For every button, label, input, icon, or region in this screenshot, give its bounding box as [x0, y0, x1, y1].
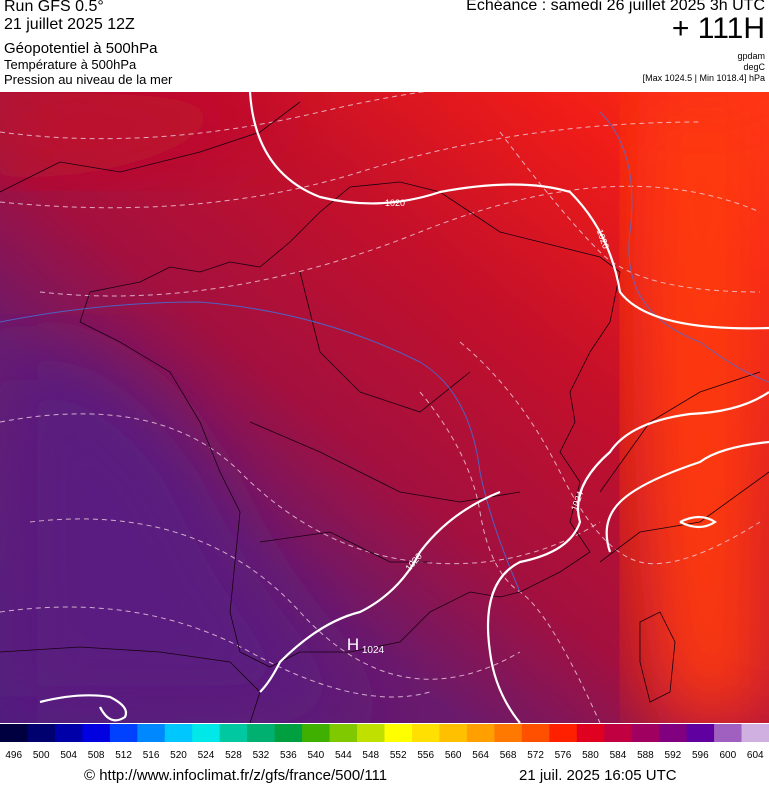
color-swatch — [494, 724, 523, 742]
color-swatch — [302, 724, 331, 742]
high-pressure-value: 1024 — [362, 645, 385, 656]
unit-label: degC — [743, 62, 765, 72]
layer-label: Géopotentiel à 500hPa — [4, 40, 158, 57]
temperature-contours — [0, 92, 761, 723]
color-scale-label: 580 — [582, 750, 599, 761]
color-scale-label: 596 — [692, 750, 709, 761]
color-scale-label: 564 — [472, 750, 489, 761]
color-scale-label: 572 — [527, 750, 544, 761]
color-swatch — [439, 724, 468, 742]
color-scale-label: 508 — [88, 750, 105, 761]
color-swatch — [604, 724, 633, 742]
color-swatch — [82, 724, 111, 742]
color-scale-label: 556 — [417, 750, 434, 761]
color-swatch — [466, 724, 495, 742]
color-scale-label: 552 — [390, 750, 407, 761]
color-scale-label: 504 — [60, 750, 77, 761]
isobars — [39, 92, 769, 723]
color-scale: 496 500 504 508 512 516 520 524 528 532 536 540 544 5… — [0, 724, 769, 761]
color-scale-label: 512 — [115, 750, 132, 761]
color-scale-label: 576 — [555, 750, 572, 761]
color-scale-label: 600 — [719, 750, 736, 761]
generated-time: 21 juil. 2025 16:05 UTC — [519, 767, 677, 784]
color-swatch — [109, 724, 138, 742]
run-title: Run GFS 0.5° — [4, 0, 104, 15]
color-scale-label: 516 — [143, 750, 160, 761]
north-area — [0, 92, 300, 182]
warm-area — [633, 92, 769, 723]
color-swatch — [54, 724, 83, 742]
zero-isotherm — [0, 301, 521, 593]
lead-time: + 111H — [671, 12, 765, 45]
coastlines — [0, 101, 769, 723]
color-swatch — [27, 724, 56, 742]
color-scale-label: 592 — [665, 750, 682, 761]
color-scale-label: 540 — [307, 750, 324, 761]
color-swatch — [0, 724, 28, 742]
color-swatch — [219, 724, 248, 742]
color-scale-label: 604 — [747, 750, 764, 761]
map: 1020 1020 1024 1020 H 1024 — [0, 92, 769, 723]
valid-time: Echéance : samedi 26 juillet 2025 3h UTC — [466, 0, 765, 14]
color-swatch — [274, 724, 303, 742]
color-scale-label: 496 — [5, 750, 22, 761]
color-scale-label: 560 — [445, 750, 462, 761]
color-swatch — [247, 724, 276, 742]
color-swatch — [659, 724, 688, 742]
color-swatch — [714, 724, 743, 742]
color-swatch — [549, 724, 578, 742]
color-swatch — [521, 724, 550, 742]
color-scale-label: 500 — [33, 750, 50, 761]
zero-isotherm — [599, 111, 769, 383]
color-scale-label: 544 — [335, 750, 352, 761]
color-swatch — [631, 724, 660, 742]
unit-label: gpdam — [737, 51, 765, 61]
color-scale-label: 584 — [610, 750, 627, 761]
high-pressure-marker: H — [347, 635, 359, 654]
color-scale-label: 524 — [198, 750, 215, 761]
color-scale-label: 548 — [362, 750, 379, 761]
layer-label: Température à 500hPa — [4, 57, 137, 72]
color-scale-label: 528 — [225, 750, 242, 761]
color-swatch — [192, 724, 221, 742]
color-scale-label: 536 — [280, 750, 297, 761]
isobar-label: 1020 — [385, 198, 405, 208]
color-scale-label: 532 — [253, 750, 270, 761]
color-swatch — [164, 724, 193, 742]
unit-label: [Max 1024.5 | Min 1018.4] hPa — [642, 73, 765, 83]
source-link[interactable]: © http://www.infoclimat.fr/z/gfs/france/… — [84, 767, 388, 784]
color-swatch — [329, 724, 358, 742]
color-swatch — [741, 724, 769, 742]
color-scale-label: 588 — [637, 750, 654, 761]
color-swatch — [137, 724, 166, 742]
color-scale-label: 520 — [170, 750, 187, 761]
color-scale-label: 568 — [500, 750, 517, 761]
color-swatch — [411, 724, 440, 742]
color-swatch — [384, 724, 413, 742]
color-swatch — [576, 724, 605, 742]
color-swatch — [357, 724, 385, 742]
run-date: 21 juillet 2025 12Z — [4, 16, 135, 33]
color-swatch — [686, 724, 715, 742]
layer-label: Pression au niveau de la mer — [4, 72, 173, 87]
